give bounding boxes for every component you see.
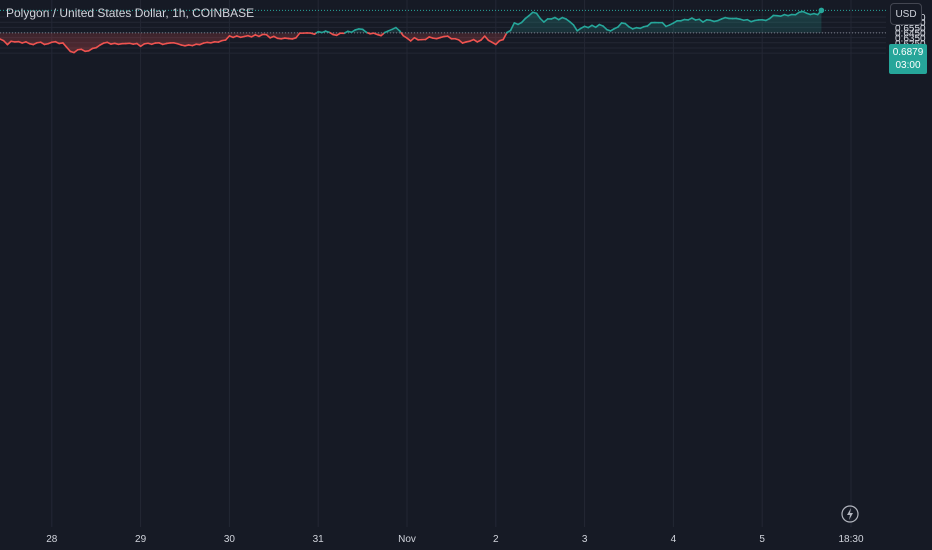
price-line-segment [528, 11, 534, 17]
last-price-value: 0.6879 [892, 47, 924, 58]
price-line-segment [502, 32, 508, 41]
price-line-segment [494, 39, 501, 46]
price-line-segment [457, 39, 464, 44]
bar-countdown: 03:00 [895, 60, 921, 71]
last-price-point [818, 7, 825, 14]
x-tick-label: 3 [582, 534, 588, 545]
price-line-segment [768, 14, 775, 20]
price-line-segment [409, 36, 416, 42]
x-tick-label: 28 [46, 534, 58, 545]
price-line-segment [646, 21, 653, 27]
time-axis[interactable]: 28 29 30 31 Nov 2 3 4 5 18:30 [46, 534, 864, 545]
area-below-baseline [0, 32, 822, 53]
grid-lines [0, 0, 886, 527]
chart-title: Polygon / United States Dollar, 1h, COIN… [6, 6, 255, 20]
price-line-segment [483, 35, 490, 42]
price-line-segment [480, 35, 486, 41]
price-line-segment [520, 17, 527, 24]
x-tick-label: 31 [313, 534, 325, 545]
x-tick-label: 18:30 [838, 534, 863, 545]
price-line-segment [617, 22, 623, 28]
y-tick-label: 0.6550 [895, 23, 926, 34]
currency-label: USD [895, 8, 917, 20]
price-line-segment [6, 40, 12, 46]
price-line-segment [62, 42, 68, 48]
price-line-segment [224, 35, 231, 41]
price-line-segment [543, 18, 549, 23]
x-tick-label: 5 [759, 534, 765, 545]
y-tick-label: 0.6350 [895, 34, 926, 45]
price-line-segment [2, 39, 9, 46]
price-line [0, 9, 823, 54]
currency-selector-button[interactable]: USD [890, 3, 922, 25]
x-tick-label: 30 [224, 534, 236, 545]
x-tick-label: 29 [135, 534, 147, 545]
price-line-segment [661, 21, 667, 28]
price-line-segment [265, 33, 271, 39]
x-tick-label: Nov [398, 534, 416, 545]
price-line-segment [535, 12, 542, 20]
x-tick-label: 4 [671, 534, 677, 545]
price-line-segment [65, 46, 72, 53]
x-tick-label: 2 [493, 534, 499, 545]
price-line-segment [572, 24, 579, 32]
price-line-segment [295, 32, 301, 39]
price-line-segment [539, 17, 545, 23]
price-line-segment [624, 22, 630, 28]
price-line-segment [602, 25, 608, 31]
y-tick-label: 0.6450 [895, 29, 926, 40]
last-price-label: 0.6879 03:00 [889, 44, 927, 74]
price-line-segment [395, 26, 401, 32]
price-line-segment [509, 22, 516, 32]
lightning-icon[interactable] [840, 504, 860, 524]
price-line-segment [568, 20, 575, 26]
